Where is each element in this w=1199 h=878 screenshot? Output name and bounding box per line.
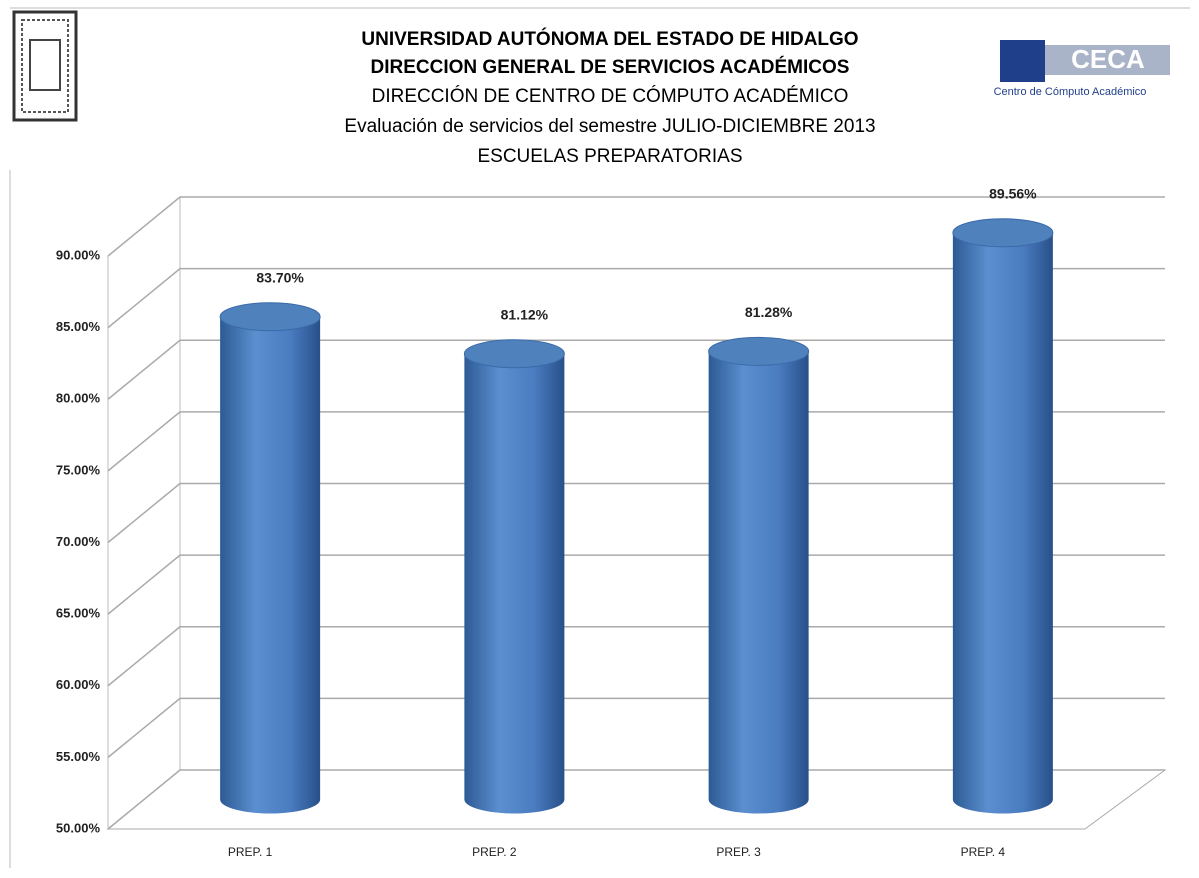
subtitle: ESCUELAS PREPARATORIAS	[477, 146, 742, 167]
grid-line	[107, 697, 1165, 758]
value-label: 83.70%	[256, 269, 304, 285]
grid-line	[107, 554, 1165, 615]
bar	[219, 302, 321, 814]
y-tick-label: 75.00%	[56, 462, 101, 477]
seal-logo	[12, 10, 78, 122]
grid-line	[107, 339, 1165, 400]
y-tick-label: 65.00%	[56, 606, 101, 621]
x-tick-label: PREP. 1	[228, 845, 273, 859]
title: UNIVERSIDAD AUTÓNOMA DEL ESTADO DE HIDAL…	[361, 28, 858, 50]
y-tick-label: 90.00%	[56, 247, 101, 262]
grid-line	[107, 769, 1165, 830]
logo-caption: Centro de Cómputo Académico	[994, 86, 1147, 98]
title: DIRECCION GENERAL DE SERVICIOS ACADÉMICO…	[371, 56, 850, 78]
bar-top	[219, 302, 321, 332]
bar	[463, 339, 565, 814]
x-tick-label: PREP. 2	[472, 845, 517, 859]
bar-body	[708, 351, 809, 814]
value-label: 81.12%	[501, 306, 549, 322]
bar-top	[463, 339, 565, 369]
subtitle: DIRECCIÓN DE CENTRO DE CÓMPUTO ACADÉMICO	[372, 85, 849, 107]
y-tick-label: 80.00%	[56, 391, 101, 406]
grid-line	[107, 411, 1165, 472]
y-tick-label: 70.00%	[56, 534, 101, 549]
y-tick-label: 55.00%	[56, 749, 101, 764]
subtitle: Evaluación de servicios del semestre JUL…	[344, 116, 875, 137]
logo-text: CECA	[1071, 44, 1145, 74]
bar-top	[952, 218, 1054, 248]
bar-body	[464, 353, 565, 814]
y-tick-label: 60.00%	[56, 677, 101, 692]
bar-top	[708, 336, 810, 366]
grid-line	[107, 196, 1165, 257]
ceca-logo: CECA Centro de Cómputo Académico	[994, 40, 1170, 98]
value-label: 81.28%	[745, 304, 793, 320]
y-tick-label: 85.00%	[56, 319, 101, 334]
x-tick-label: PREP. 3	[716, 845, 761, 859]
grid-line	[107, 482, 1165, 544]
grid-line	[107, 626, 1165, 687]
y-tick-label: 50.00%	[56, 820, 101, 835]
bar	[708, 336, 810, 814]
bar-body	[220, 316, 321, 814]
x-tick-label: PREP. 4	[961, 845, 1006, 859]
value-label: 89.56%	[989, 186, 1037, 202]
bar-body	[952, 232, 1053, 814]
grid-line	[107, 267, 1165, 329]
bar	[952, 218, 1054, 814]
